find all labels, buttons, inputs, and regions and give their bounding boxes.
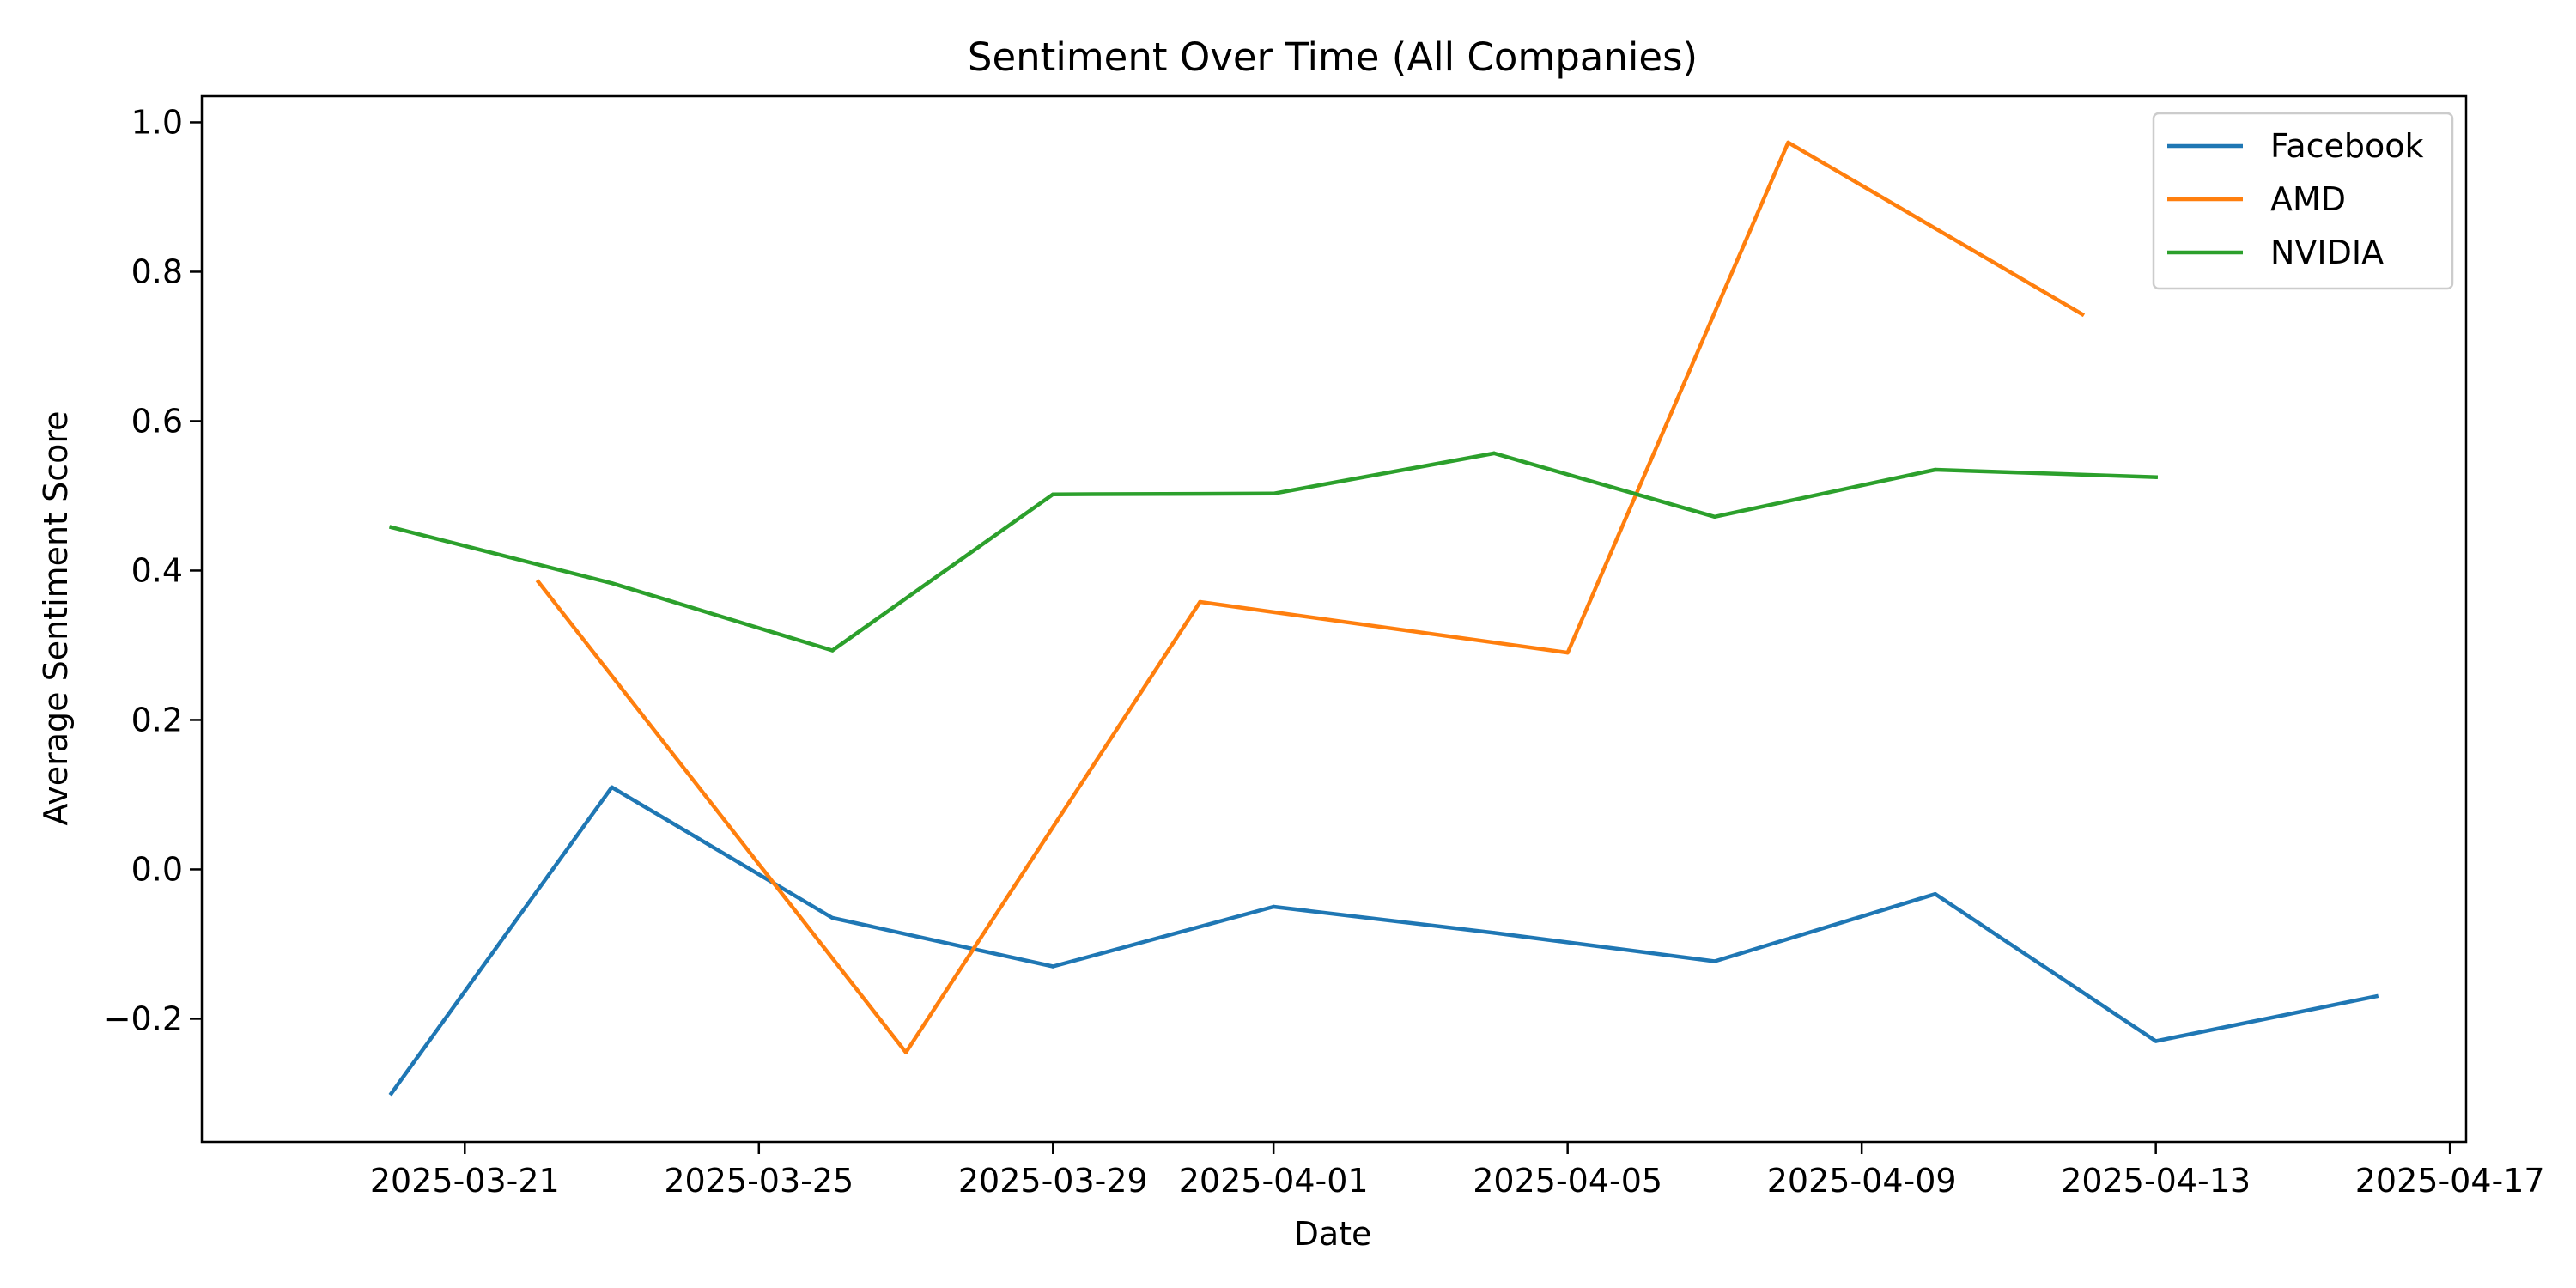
legend-label-amd: AMD [2270, 180, 2346, 218]
chart-title: Sentiment Over Time (All Companies) [968, 34, 1698, 80]
y-tick-label: 0.0 [131, 850, 183, 888]
y-tick-label: 1.0 [131, 103, 183, 141]
series-line-amd [535, 140, 2086, 1054]
x-tick-label: 2025-03-21 [370, 1162, 560, 1200]
legend: Facebook AMD NVIDIA [2152, 112, 2454, 290]
legend-label-facebook: Facebook [2270, 127, 2424, 165]
data-point-facebook [610, 785, 614, 789]
y-tick-label: −0.2 [104, 999, 183, 1037]
x-tick-label: 2025-04-13 [2061, 1162, 2251, 1200]
y-axis: −0.2 0.0 0.2 0.4 0.6 0.8 1.0 [104, 103, 202, 1037]
data-point-amd [536, 580, 541, 584]
data-point-nvidia [389, 525, 393, 530]
x-tick-label: 2025-04-01 [1179, 1162, 1369, 1200]
data-point-nvidia [1271, 491, 1276, 496]
data-point-amd [1565, 650, 1570, 655]
data-point-amd [1786, 140, 1790, 145]
data-point-amd [1198, 599, 1202, 605]
data-point-nvidia [1492, 451, 1497, 456]
y-tick-label: 0.2 [131, 701, 183, 738]
legend-frame [2152, 112, 2454, 290]
data-point-facebook [2154, 1039, 2158, 1043]
data-point-nvidia [1051, 492, 1055, 496]
y-tick-label: 0.8 [131, 252, 183, 290]
x-tick-label: 2025-04-17 [2355, 1162, 2545, 1200]
plot-area-frame [200, 94, 2468, 1144]
series-layer [388, 140, 2379, 1097]
data-point-facebook [1492, 931, 1497, 935]
x-tick-label: 2025-04-05 [1473, 1162, 1662, 1200]
data-point-amd [903, 1050, 908, 1054]
x-tick-label: 2025-04-09 [1767, 1162, 1957, 1200]
data-point-facebook [389, 1091, 393, 1096]
data-point-facebook [1712, 959, 1717, 963]
y-axis-label: Average Sentiment Score [37, 410, 75, 825]
x-axis-label: Date [1294, 1215, 1372, 1253]
y-tick-label: 0.4 [131, 551, 183, 589]
data-point-amd [2080, 312, 2085, 317]
data-point-facebook [830, 915, 835, 920]
data-point-nvidia [1712, 514, 1717, 519]
legend-label-nvidia: NVIDIA [2270, 234, 2384, 271]
data-point-nvidia [1933, 467, 1937, 472]
data-point-nvidia [610, 581, 614, 586]
data-point-facebook [1051, 964, 1055, 969]
data-point-facebook [2374, 994, 2379, 999]
data-point-nvidia [830, 648, 835, 653]
x-tick-label: 2025-03-29 [958, 1162, 1148, 1200]
x-axis: 2025-03-21 2025-03-25 2025-03-29 2025-04-01… [370, 1142, 2545, 1200]
x-tick-label: 2025-03-25 [664, 1162, 854, 1200]
series-line-facebook [388, 785, 2379, 1097]
y-tick-label: 0.6 [131, 402, 183, 440]
data-point-facebook [1271, 904, 1276, 909]
data-point-facebook [1933, 891, 1937, 896]
data-point-nvidia [2154, 475, 2158, 479]
